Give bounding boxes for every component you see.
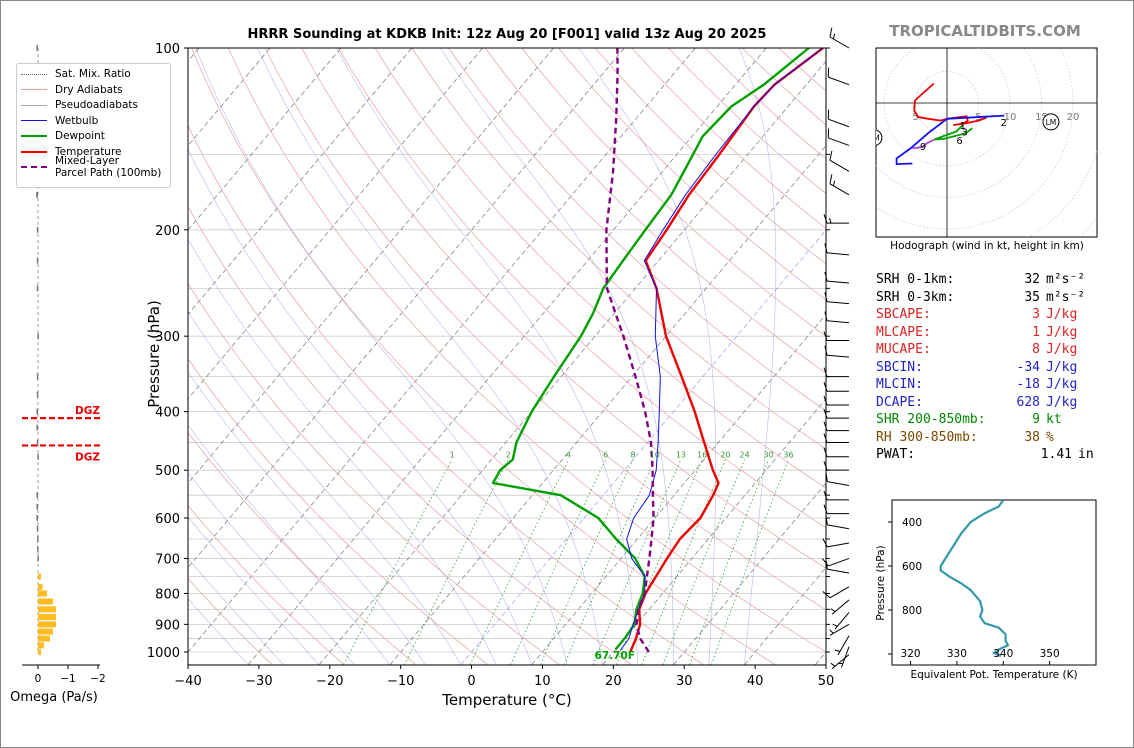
legend-label: Dewpoint (55, 130, 105, 142)
stat-value: 32 (1024, 272, 1040, 287)
x-axis-label: Temperature (°C) (442, 691, 572, 709)
stat-label: PWAT: (876, 447, 916, 462)
stat-value: 8 (1032, 342, 1040, 357)
y-axis-label: Pressure (hPa) (144, 300, 163, 408)
stat-unit: kt (1046, 412, 1062, 427)
stat-row: PWAT: 1.41 in (876, 447, 1094, 465)
legend-label: Wetbulb (55, 114, 99, 127)
stat-label: MLCAPE: (876, 324, 931, 340)
legend-item: Dewpoint (17, 129, 105, 143)
legend-swatch (21, 120, 47, 121)
chart-legend: Sat. Mix. Ratio Dry Adiabats Pseudoadiabat… (16, 63, 171, 188)
stat-value: 9 (1032, 412, 1040, 427)
legend-label: Mixed-Layer Parcel Path (100mb) (55, 155, 162, 179)
stat-value: 35 (1024, 289, 1040, 305)
stat-row: SBCAPE: 3 J/kg (876, 307, 1094, 325)
stat-value: 3 (1032, 307, 1040, 322)
legend-swatch (21, 166, 47, 168)
stats-panel: SRH 0-1km: 32 m²s⁻² SRH 0-3km: 35 m²s⁻² SBCAPE… (876, 272, 1094, 465)
legend-swatch (21, 104, 47, 106)
stat-label: SRH 0-3km: (876, 289, 955, 305)
stat-unit: J/kg (1046, 342, 1078, 357)
stat-label: DCAPE: (876, 394, 923, 410)
chart-title: HRRR Sounding at KDKB Init: 12z Aug 20 [… (247, 27, 767, 42)
stat-row: MLCAPE: 1 J/kg (876, 325, 1094, 343)
stat-value: 628 (1016, 394, 1040, 410)
legend-swatch (21, 135, 47, 137)
stat-label: MUCAPE: (876, 342, 931, 357)
stat-value: -34 (1016, 359, 1040, 375)
stat-row: DCAPE: 628 J/kg (876, 395, 1094, 413)
legend-item: Pseudoadiabats (17, 98, 138, 112)
stat-unit: m²s⁻² (1046, 289, 1086, 305)
stat-label: RH 300-850mb: (876, 429, 978, 445)
stat-unit: m²s⁻² (1046, 272, 1086, 287)
legend-swatch (21, 150, 47, 153)
legend-item: Temperature (17, 145, 122, 159)
stat-value: 1 (1032, 324, 1040, 340)
legend-item: Mixed-Layer Parcel Path (100mb) (17, 155, 161, 179)
stat-unit: J/kg (1046, 324, 1078, 340)
stat-row: RH 300-850mb: 38% (876, 430, 1094, 448)
legend-label: Sat. Mix. Ratio (55, 68, 131, 80)
stat-row: SRH 0-1km: 32 m²s⁻² (876, 272, 1094, 290)
legend-swatch (21, 73, 47, 75)
omega-axis-label: Omega (Pa/s) (10, 690, 98, 705)
stat-unit: J/kg (1046, 359, 1078, 375)
stat-row: SHR 200-850mb: 9 kt (876, 412, 1094, 430)
stat-label: SBCIN: (876, 359, 923, 375)
stat-unit: J/kg (1046, 394, 1078, 410)
stat-unit: J/kg (1046, 377, 1078, 392)
stat-row: SBCIN: -34 J/kg (876, 360, 1094, 378)
stat-unit: % (1046, 429, 1054, 445)
stat-unit: in (1078, 447, 1094, 462)
legend-item: Sat. Mix. Ratio (17, 67, 131, 81)
stat-unit: J/kg (1046, 307, 1078, 322)
legend-item: Wetbulb (17, 114, 98, 128)
stat-value: -18 (1016, 377, 1040, 392)
stat-value: 1.41 (1040, 447, 1072, 462)
stat-row: MLCIN: -18 J/kg (876, 377, 1094, 395)
stat-row: MUCAPE: 8 J/kg (876, 342, 1094, 360)
stat-label: SHR 200-850mb: (876, 412, 986, 427)
stat-label: MLCIN: (876, 377, 923, 392)
legend-swatch (21, 89, 47, 90)
hodograph-caption: Hodograph (wind in kt, height in km) (890, 240, 1084, 252)
legend-label: Temperature (55, 145, 122, 158)
stat-label: SRH 0-1km: (876, 272, 955, 287)
legend-label: Pseudoadiabats (55, 99, 138, 111)
stat-value: 38 (1024, 429, 1040, 445)
stat-label: SBCAPE: (876, 307, 931, 322)
site-brand: TROPICALTIDBITS.COM (889, 22, 1081, 40)
legend-label: Dry Adiabats (55, 83, 123, 96)
stat-row: SRH 0-3km: 35 m²s⁻² (876, 290, 1094, 308)
legend-item: Dry Adiabats (17, 83, 123, 97)
